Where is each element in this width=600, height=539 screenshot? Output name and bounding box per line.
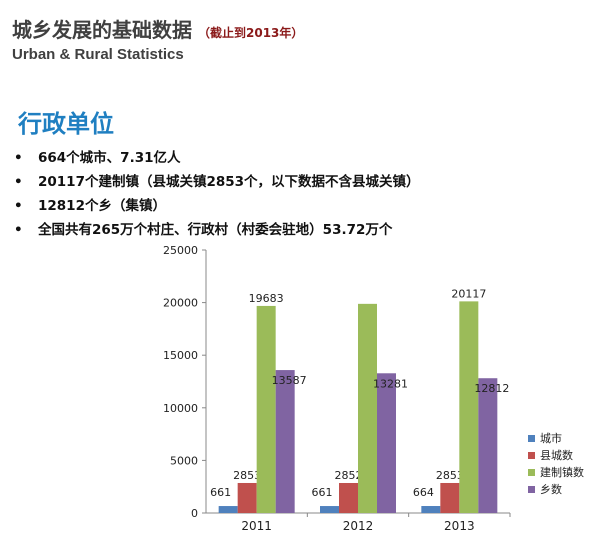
page-title: 城乡发展的基础数据	[12, 18, 192, 42]
data-label: 664	[413, 486, 434, 499]
bullet-text: 全国共有265万个村庄、行政村（村委会驻地）53.72万个	[38, 222, 393, 238]
y-tick-label: 0	[191, 507, 198, 520]
x-tick-label: 2012	[343, 519, 374, 532]
title-note: （截止到2013年）	[198, 26, 304, 40]
data-label: 661	[210, 486, 231, 499]
bullet-item: • 20117个建制镇（县城关镇2853个，以下数据不含县城关镇）	[14, 170, 420, 194]
bullet-dot-icon: •	[14, 150, 23, 166]
bullet-list: • 664个城市、7.31亿人 • 20117个建制镇（县城关镇2853个，以下数据…	[14, 146, 420, 242]
bullet-text: 12812个乡（集镇）	[38, 198, 166, 214]
legend-label: 乡数	[540, 483, 562, 496]
bar	[478, 378, 498, 513]
y-tick-label: 15000	[163, 349, 198, 362]
y-tick-label: 5000	[170, 454, 198, 467]
bar	[256, 305, 276, 513]
x-tick-label: 2011	[241, 519, 272, 532]
bullet-dot-icon: •	[14, 174, 23, 190]
data-label: 20117	[451, 287, 486, 300]
bullet-text: 20117个建制镇（县城关镇2853个，以下数据不含县城关镇）	[38, 174, 420, 190]
bar	[421, 506, 441, 513]
legend-label: 建制镇数	[540, 465, 584, 479]
bar	[320, 506, 339, 513]
data-label: 19683	[249, 292, 284, 305]
data-label: 2853	[436, 469, 464, 482]
bar	[440, 482, 460, 513]
y-tick-label: 20000	[163, 297, 198, 310]
bar	[459, 301, 479, 513]
legend-swatch	[528, 469, 535, 476]
bullet-item: • 全国共有265万个村庄、行政村（村委会驻地）53.72万个	[14, 218, 420, 242]
bullet-dot-icon: •	[14, 198, 23, 214]
bar	[237, 482, 257, 513]
data-label: 2853	[233, 469, 261, 482]
legend-swatch	[528, 486, 535, 493]
data-label: 2852	[335, 469, 363, 482]
section-heading: 行政单位	[18, 110, 114, 138]
data-label: 661	[312, 486, 333, 499]
data-label: 13281	[373, 377, 408, 390]
bar	[377, 373, 396, 513]
watermark-logo: 城市百	[515, 501, 588, 526]
legend-label: 城市	[540, 431, 562, 445]
bar	[358, 303, 377, 513]
bar-chart: 0500010000150002000025000661285319683135…	[163, 244, 584, 532]
page-subtitle: Urban & Rural Statistics	[12, 46, 184, 63]
legend-label: 县城数	[540, 449, 573, 462]
x-tick-label: 2013	[444, 519, 475, 532]
legend-swatch	[528, 452, 535, 459]
bullet-item: • 664个城市、7.31亿人	[14, 146, 420, 170]
bar	[339, 482, 358, 513]
bullet-item: • 12812个乡（集镇）	[14, 194, 420, 218]
title-row: 城乡发展的基础数据 （截止到2013年）	[12, 14, 303, 43]
y-tick-label: 25000	[163, 244, 198, 257]
data-label: 13587	[272, 374, 307, 387]
bar	[218, 506, 238, 513]
bar	[275, 370, 295, 513]
bullet-text: 664个城市、7.31亿人	[38, 150, 181, 166]
bullet-dot-icon: •	[14, 222, 23, 238]
y-tick-label: 10000	[163, 402, 198, 415]
data-label: 12812	[474, 382, 509, 395]
legend-swatch	[528, 435, 535, 442]
